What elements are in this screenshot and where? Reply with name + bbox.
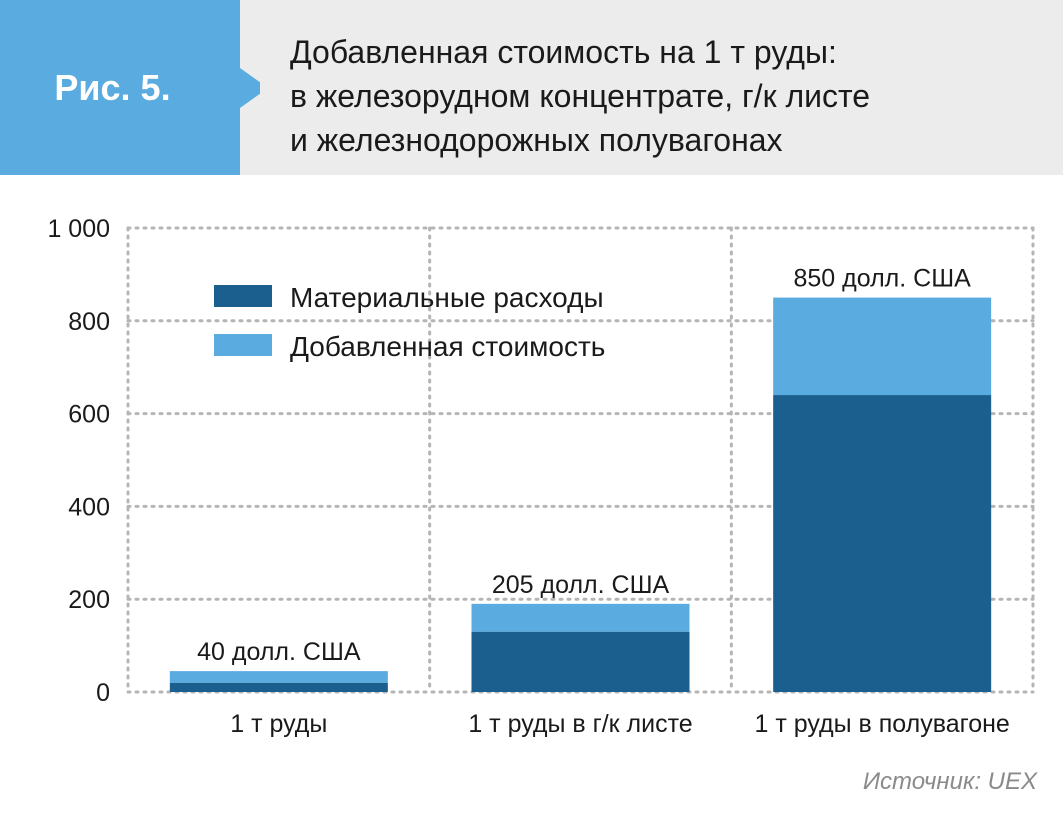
- title-line-2: в железорудном концентрате, г/к листе: [290, 78, 871, 114]
- source-note: Источник: UEX: [862, 768, 1037, 795]
- bar-material: [471, 631, 690, 692]
- header: Рис. 5. Добавленная стоимость на 1 т руд…: [0, 0, 1063, 175]
- legend-label: Добавленная стоимость: [290, 331, 605, 362]
- badge-shape: [0, 0, 260, 175]
- bar-total-label: 40 долл. США: [197, 638, 361, 666]
- title-line-3: и железнодорожных полувагонах: [290, 122, 783, 158]
- legend-label: Материальные расходы: [290, 282, 604, 313]
- bar-added-value: [169, 671, 388, 683]
- bar-total-label: 205 долл. США: [492, 571, 670, 599]
- x-category-label: 1 т руды в полувагоне: [754, 710, 1009, 738]
- x-category-label: 1 т руды в г/к листе: [468, 710, 692, 738]
- x-category-label: 1 т руды: [230, 710, 327, 738]
- badge-label: Рис. 5.: [54, 66, 171, 108]
- y-tick-label: 600: [68, 401, 110, 429]
- y-tick-label: 1 000: [47, 215, 110, 243]
- legend-swatch-added-value: [214, 334, 272, 356]
- bar-added-value: [471, 603, 690, 632]
- legend-swatch-material: [214, 285, 272, 307]
- bar-material: [773, 395, 992, 692]
- title-line-1: Добавленная стоимость на 1 т руды:: [290, 34, 837, 70]
- y-tick-label: 200: [68, 586, 110, 614]
- chart-title: Добавленная стоимость на 1 т руды: в жел…: [290, 30, 1030, 162]
- bar-added-value: [773, 297, 992, 396]
- y-tick-label: 800: [68, 308, 110, 336]
- y-tick-label: 400: [68, 493, 110, 521]
- y-tick-label: 0: [96, 679, 110, 707]
- bar-total-label: 850 долл. США: [794, 265, 972, 293]
- bar-material: [169, 682, 388, 692]
- bar-chart: 0 200 400 600 800 1 000 40 долл. США 1 т руды 20…: [47, 215, 1035, 738]
